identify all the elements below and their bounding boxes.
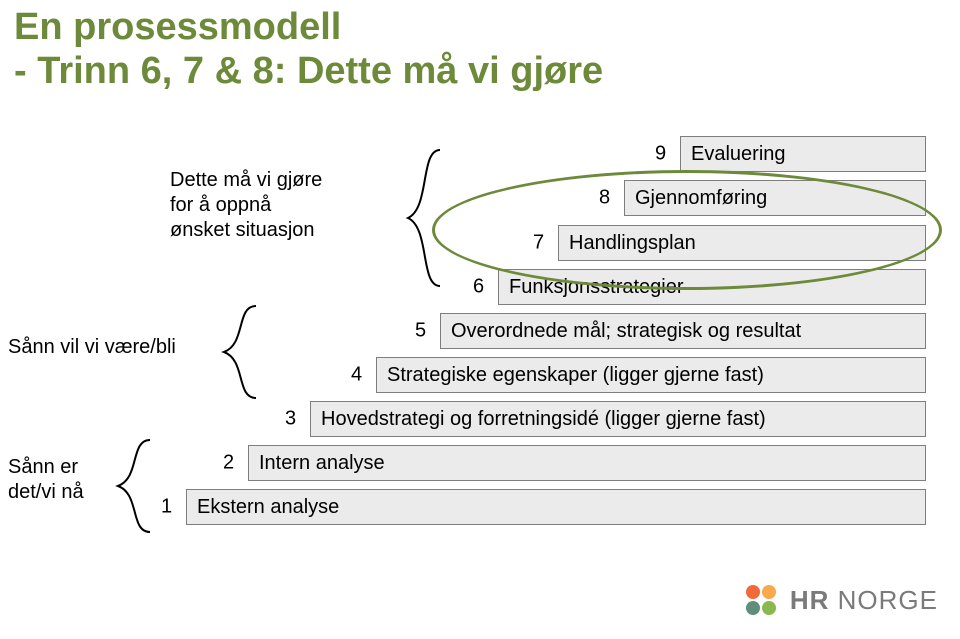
- brace-middle-label: Sånn vil vi være/bli: [8, 335, 176, 360]
- logo-icon: [740, 579, 782, 621]
- highlight-ellipse: [432, 170, 942, 290]
- page-title-line2: - Trinn 6, 7 & 8: Dette må vi gjøre: [14, 50, 603, 93]
- step-9: 9 Evaluering: [680, 136, 926, 172]
- step-3-label: Hovedstrategi og forretningsidé (ligger …: [321, 408, 766, 431]
- step-3-number: 3: [285, 408, 296, 431]
- step-1-label: Ekstern analyse: [197, 496, 339, 519]
- step-5: 5 Overordnede mål; strategisk og resulta…: [440, 313, 926, 349]
- step-2: 2 Intern analyse: [248, 445, 926, 481]
- step-3: 3 Hovedstrategi og forretningsidé (ligge…: [310, 401, 926, 437]
- brace-top-label-line1: Dette må vi gjøre: [170, 168, 322, 193]
- brace-bottom-icon: [110, 438, 154, 534]
- step-2-label: Intern analyse: [259, 452, 385, 475]
- brace-top-label-line3: ønsket situasjon: [170, 218, 322, 243]
- logo-text-bold: HR: [790, 585, 830, 615]
- logo-text-rest: NORGE: [829, 585, 938, 615]
- brace-bottom-label-line1: Sånn er: [8, 455, 84, 480]
- step-5-number: 5: [415, 320, 426, 343]
- brace-top-label: Dette må vi gjøre for å oppnå ønsket sit…: [170, 168, 322, 243]
- brace-bottom-label-line2: det/vi nå: [8, 480, 84, 505]
- step-9-number: 9: [655, 143, 666, 166]
- logo-text: HR NORGE: [790, 585, 938, 616]
- step-4-number: 4: [351, 364, 362, 387]
- step-4: 4 Strategiske egenskaper (ligger gjerne …: [376, 357, 926, 393]
- step-1-number: 1: [161, 496, 172, 519]
- step-9-label: Evaluering: [691, 143, 786, 166]
- brace-top-label-line2: for å oppnå: [170, 193, 322, 218]
- step-4-label: Strategiske egenskaper (ligger gjerne fa…: [387, 364, 764, 387]
- step-5-label: Overordnede mål; strategisk og resultat: [451, 320, 801, 343]
- step-2-number: 2: [223, 452, 234, 475]
- brace-top-icon: [400, 148, 444, 288]
- step-1: 1 Ekstern analyse: [186, 489, 926, 525]
- page-title-line1: En prosessmodell: [14, 6, 341, 49]
- brace-bottom-label: Sånn er det/vi nå: [8, 455, 84, 505]
- step-6-number: 6: [473, 276, 484, 299]
- brace-middle-icon: [216, 304, 260, 400]
- brace-middle-label-line1: Sånn vil vi være/bli: [8, 335, 176, 360]
- hr-norge-logo: HR NORGE: [740, 579, 938, 621]
